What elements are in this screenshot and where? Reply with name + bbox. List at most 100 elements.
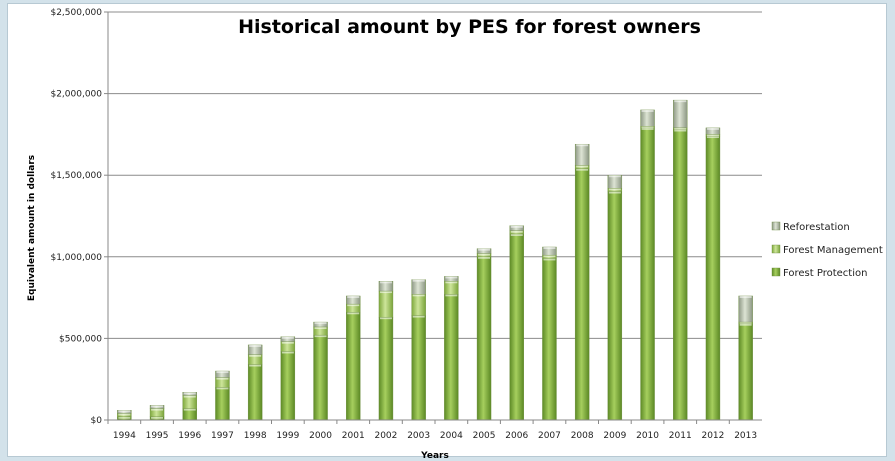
x-tick-label: 2010	[636, 431, 659, 441]
bar-highlight	[151, 408, 164, 411]
x-tick-label: 1998	[244, 431, 267, 441]
bar-highlight	[379, 281, 392, 284]
x-tick-label: 2009	[603, 431, 626, 441]
bar-highlight	[118, 416, 131, 419]
bar-forest-management-2002	[378, 290, 394, 318]
bar-reforestation-2008	[574, 143, 590, 166]
bar-highlight	[183, 392, 196, 395]
chart-title: Historical amount by PES for forest owne…	[238, 16, 701, 38]
bar-reforestation-2010	[640, 109, 655, 127]
bar-highlight	[445, 276, 458, 279]
bar-highlight	[118, 410, 131, 413]
bar-highlight	[706, 136, 719, 139]
bar-highlight	[478, 256, 491, 259]
y-tick-label: $500,000	[59, 334, 102, 344]
x-tick-label: 2001	[342, 431, 365, 441]
bar-highlight	[281, 341, 294, 344]
bar-highlight	[412, 315, 425, 318]
bar-highlight	[379, 291, 392, 294]
bar-forest-protection-1998	[247, 364, 263, 421]
bar-highlight	[249, 354, 262, 357]
bar-highlight	[674, 127, 687, 130]
bar-highlight	[641, 126, 654, 128]
bar-highlight	[216, 387, 229, 390]
bar-forest-protection-2007	[542, 258, 557, 421]
bar-forest-protection-2002	[378, 316, 394, 421]
bar-highlight	[151, 416, 164, 419]
bar-highlight	[478, 248, 491, 251]
x-tick-label: 2013	[734, 431, 757, 441]
y-tick-label: $2,500,000	[50, 8, 102, 18]
bar-highlight	[706, 134, 719, 137]
y-tick-label: $2,000,000	[50, 90, 102, 100]
bar-highlight	[249, 344, 262, 347]
axes: $0 $500,000 $1,000,000 $1,500,000 $2,000,000…	[50, 8, 762, 441]
x-tick-label: 2000	[309, 431, 332, 441]
bar-highlight	[151, 405, 164, 408]
bar-highlight	[608, 175, 621, 178]
x-tick-label: 2003	[407, 431, 430, 441]
x-tick-label: 1997	[211, 431, 234, 441]
bar-forest-management-2003	[411, 294, 426, 316]
legend-swatch-forest-protection	[771, 267, 781, 277]
bar-highlight	[347, 295, 360, 298]
bar-highlight	[739, 295, 752, 298]
y-tick-label: $1,000,000	[50, 253, 102, 263]
x-tick-label: 2008	[571, 431, 594, 441]
bar-highlight	[510, 225, 523, 228]
bar-highlight	[445, 294, 458, 297]
bar-highlight	[543, 258, 556, 261]
bar-highlight	[412, 279, 425, 282]
bar-highlight	[216, 377, 229, 380]
bar-highlight	[183, 408, 196, 411]
x-tick-label: 2004	[440, 431, 463, 441]
bar-highlight	[608, 188, 621, 191]
legend-label-forest-management: Forest Management	[783, 245, 883, 256]
x-tick-label: 2007	[538, 431, 561, 441]
y-axis-label: Equivalent amount in dollars	[27, 155, 37, 301]
bar-forest-protection-2003	[411, 315, 426, 421]
bar-forest-protection-2005	[476, 256, 492, 421]
x-tick-label: 2005	[473, 431, 496, 441]
bar-highlight	[576, 165, 589, 168]
bar-highlight	[379, 317, 392, 320]
y-tick-label: $0	[91, 416, 103, 426]
x-tick-label: 2012	[701, 431, 724, 441]
x-axis-label: Years	[420, 451, 449, 461]
bar-highlight	[608, 191, 621, 194]
bar-forest-protection-2006	[509, 233, 524, 421]
y-tick-label: $1,500,000	[50, 171, 102, 181]
bar-highlight	[576, 144, 589, 147]
bar-highlight	[281, 336, 294, 339]
bar-forest-protection-2012	[705, 135, 721, 421]
legend: Reforestation Forest Management Forest Pro…	[771, 221, 883, 279]
bar-highlight	[543, 255, 556, 258]
bar-forest-protection-2011	[673, 129, 688, 421]
bar-highlight	[478, 253, 491, 256]
legend-swatch-reforestation	[771, 221, 781, 231]
bar-highlight	[314, 335, 327, 338]
x-tick-label: 1996	[178, 431, 201, 441]
bar-highlight	[347, 312, 360, 315]
bar-highlight	[641, 109, 654, 112]
bar-highlight	[706, 127, 719, 130]
bar-forest-protection-2013	[738, 323, 753, 421]
legend-label-forest-protection: Forest Protection	[783, 268, 867, 279]
bar-highlight	[641, 127, 654, 130]
bar-highlight	[739, 323, 752, 326]
legend-swatch-forest-management	[771, 244, 781, 254]
legend-label-reforestation: Reforestation	[783, 222, 850, 233]
bar-forest-protection-2009	[607, 191, 623, 421]
x-tick-label: 2002	[374, 431, 397, 441]
x-tick-label: 1995	[146, 431, 169, 441]
bar-forest-protection-2010	[640, 127, 655, 421]
bar-highlight	[314, 326, 327, 329]
x-tick-label: 1994	[113, 431, 136, 441]
bar-highlight	[445, 281, 458, 284]
bar-forest-protection-2000	[313, 334, 328, 421]
bar-highlight	[674, 100, 687, 103]
bar-forest-protection-2004	[444, 294, 459, 421]
bar-highlight	[510, 233, 523, 236]
x-tick-label: 2006	[505, 431, 528, 441]
